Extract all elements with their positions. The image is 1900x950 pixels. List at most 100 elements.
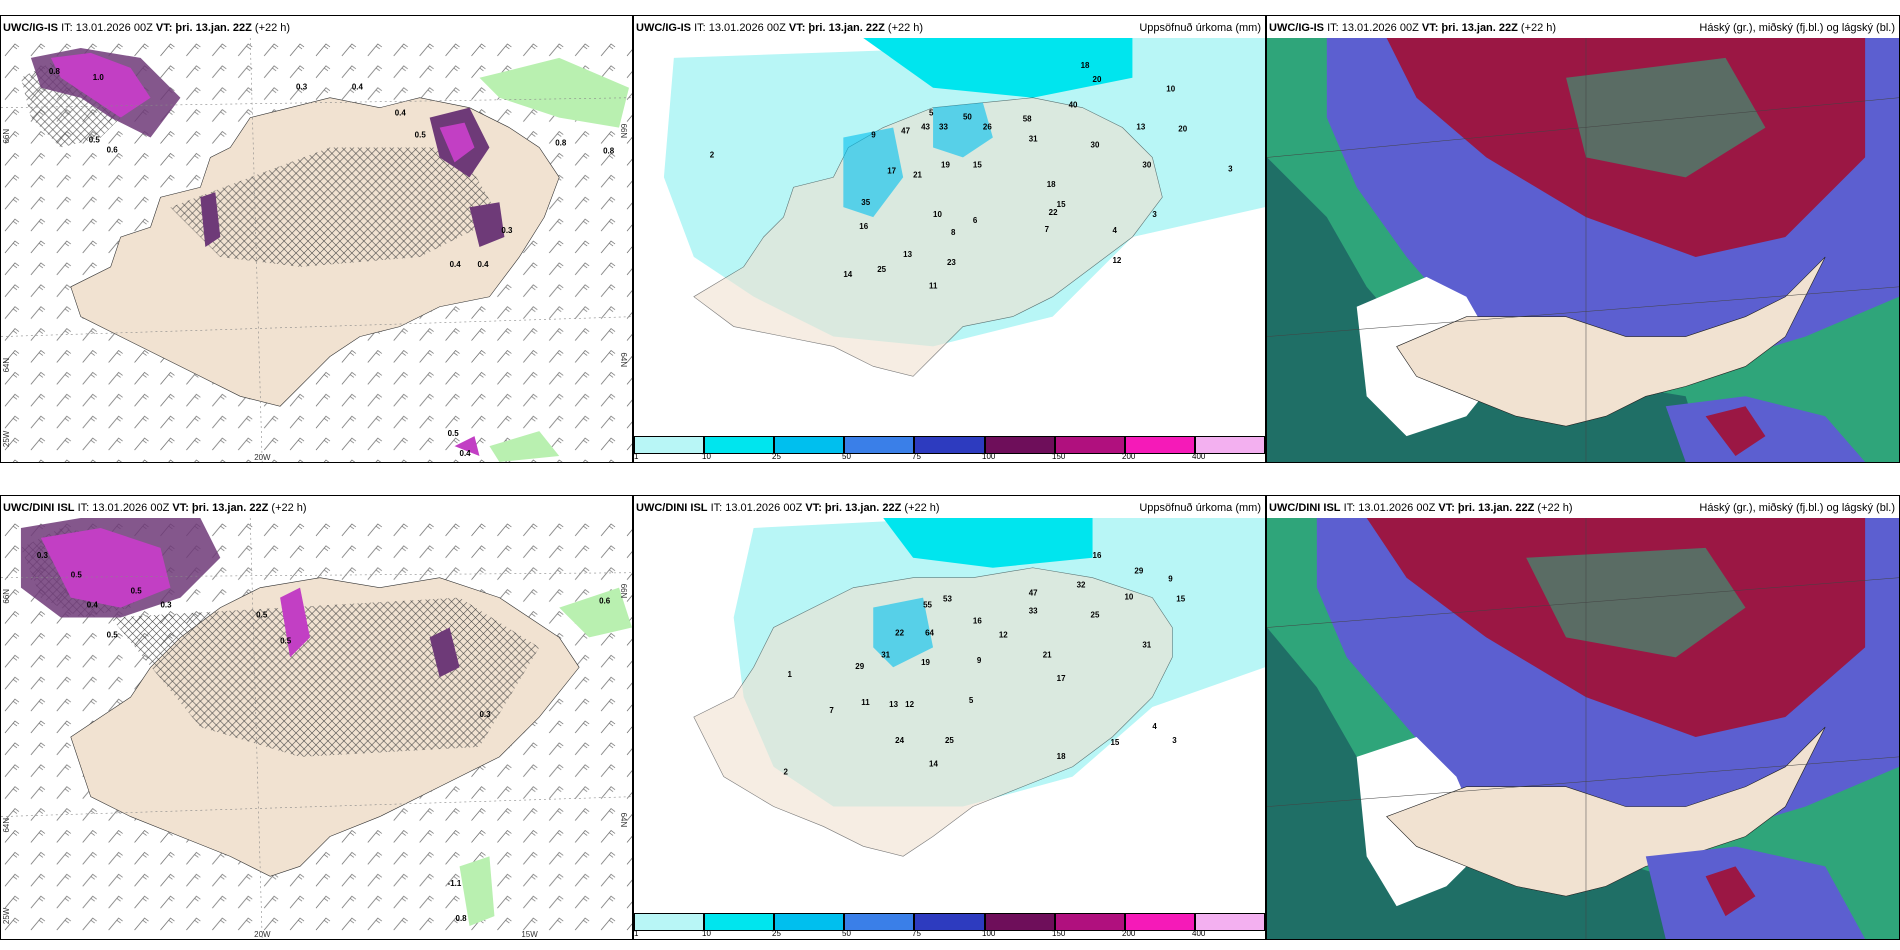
value-label: 0.4 [460,449,472,458]
panel-field-title: Uppsöfnuð úrkoma (mm) [1139,22,1261,34]
colorbar-tick: 1 [634,929,639,938]
svg-text:50: 50 [963,113,972,122]
svg-text:55: 55 [923,601,932,610]
colorbar-tick: 400 [1192,452,1206,461]
colorbar-bin [844,913,915,931]
svg-text:10: 10 [1124,593,1133,602]
panel-accum-precip-ig-is: UWC/IG-IS IT: 13.01.2026 00Z VT: þri. 13… [633,15,1266,463]
value-label: 0.8 [603,146,615,155]
colorbar-tick: 150 [1052,452,1066,461]
svg-text:29: 29 [1134,567,1143,576]
svg-text:14: 14 [929,760,938,769]
value-label: 0.3 [296,83,308,92]
colorbar-tick: 400 [1192,929,1206,938]
lat-label: 66N [619,124,628,139]
svg-text:9: 9 [1168,575,1173,584]
precip-colorbar [634,913,1265,931]
svg-text:30: 30 [1091,140,1100,149]
svg-text:10: 10 [933,210,942,219]
lon-label: 20W [254,453,271,462]
svg-text:18: 18 [1081,61,1090,70]
precip-colorbar [634,436,1265,454]
value-label: 0.8 [456,914,468,923]
panel-wind-precip-dini: UWC/DINI ISL IT: 13.01.2026 00Z VT: þri.… [0,495,633,940]
colorbar-tick: 75 [912,452,921,461]
value-label: 0.4 [395,109,407,118]
svg-text:16: 16 [1093,551,1102,560]
wind-precip-map[interactable]: 0.8 1.0 0.3 0.4 0.5 0.6 0.4 0.5 0.8 0.8 … [1,38,632,462]
panel-header: UWC/IG-IS IT: 13.01.2026 00Z VT: þri. 13… [636,18,1263,38]
panel-field-title: Háský (gr.), miðský (fj.bl.) og lágský (… [1699,22,1895,34]
svg-text:32: 32 [1077,581,1086,590]
lat-label: 66N [619,584,628,599]
svg-text:7: 7 [829,706,834,715]
value-label: 0.5 [71,571,83,580]
lat-label: 66N [2,589,11,604]
svg-text:4: 4 [1112,226,1117,235]
value-label: 0.5 [256,611,268,620]
colorbar-tick: 10 [702,929,711,938]
panel-field-title: Háský (gr.), miðský (fj.bl.) og lágský (… [1699,502,1895,514]
svg-text:13: 13 [889,700,898,709]
colorbar-ticks: 1 10 25 50 75 100 150 200 400 [634,929,1265,939]
svg-text:40: 40 [1069,101,1078,110]
colorbar-ticks: 1 10 25 50 75 100 150 200 400 [634,452,1265,462]
value-label: 0.4 [477,260,489,269]
accum-precip-map[interactable]: 18 20 43 40 50 26 31 33 47 35 58 30 20 2… [634,38,1265,432]
lat-label: 64N [2,818,11,833]
colorbar-bin [704,436,775,454]
svg-text:17: 17 [1057,674,1066,683]
svg-text:9: 9 [871,131,876,140]
svg-text:25: 25 [1091,610,1100,619]
value-label: 1.0 [93,73,105,82]
colorbar-bin [774,436,845,454]
panel-header: UWC/DINI ISL IT: 13.01.2026 00Z VT: þri.… [3,502,307,514]
lon-label: 15W [521,930,538,939]
colorbar-tick: 200 [1122,929,1136,938]
panel-field-title: Uppsöfnuð úrkoma (mm) [1139,502,1261,514]
svg-text:47: 47 [901,127,910,136]
svg-text:24: 24 [895,736,904,745]
colorbar-tick: 100 [982,452,996,461]
svg-text:53: 53 [943,595,952,604]
accum-precip-map[interactable]: 16 32 29 15 25 9 10 31 47 33 53 55 64 16… [634,518,1265,909]
svg-text:47: 47 [1029,589,1038,598]
colorbar-bin [1124,913,1195,931]
svg-text:43: 43 [921,123,930,132]
svg-text:25: 25 [945,736,954,745]
lat-label: 64N [619,813,628,828]
colorbar-bin [704,913,775,931]
svg-text:5: 5 [969,696,974,705]
panel-header: UWC/DINI ISL IT: 13.01.2026 00Z VT: þri.… [636,498,1263,518]
cloud-map[interactable] [1267,518,1899,939]
svg-text:19: 19 [921,658,930,667]
value-label: 0.5 [107,630,119,639]
lon-label: 25W [2,430,11,447]
cloud-map[interactable] [1267,38,1899,462]
colorbar-bin [634,913,705,931]
svg-text:21: 21 [913,170,922,179]
colorbar-tick: 50 [842,452,851,461]
value-label: 0.4 [450,260,462,269]
svg-text:30: 30 [1142,160,1151,169]
svg-text:18: 18 [1057,752,1066,761]
panel-accum-precip-dini: UWC/DINI ISL IT: 13.01.2026 00Z VT: þri.… [633,495,1266,940]
value-label: 0.8 [49,67,61,76]
value-label: 0.5 [448,429,460,438]
svg-text:3: 3 [1228,164,1233,173]
svg-text:16: 16 [859,222,868,231]
wind-precip-map[interactable]: 0.3 0.5 0.4 0.5 0.5 0.3 0.5 0.3 -1.1 0.8… [1,518,632,939]
lon-label: 20W [254,930,271,939]
value-label: 0.8 [555,138,567,147]
svg-text:2: 2 [784,768,789,777]
svg-text:6: 6 [973,216,978,225]
svg-text:22: 22 [895,628,904,637]
panel-header: UWC/IG-IS IT: 13.01.2026 00Z VT: þri. 13… [1269,18,1897,38]
colorbar-tick: 150 [1052,929,1066,938]
colorbar-bin [634,436,705,454]
colorbar-bin [1194,436,1265,454]
value-label: 0.4 [352,83,364,92]
svg-text:15: 15 [973,160,982,169]
value-label: 0.3 [160,601,172,610]
svg-text:15: 15 [1176,595,1185,604]
